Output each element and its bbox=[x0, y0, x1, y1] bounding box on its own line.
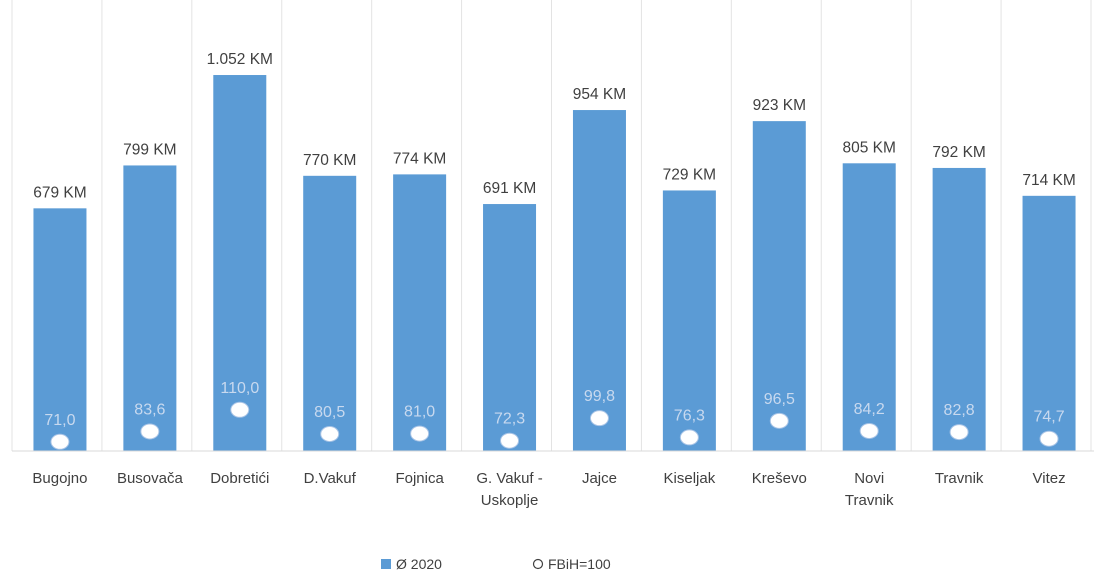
bar-value-label: 679 KM bbox=[33, 184, 86, 201]
bar bbox=[483, 204, 537, 451]
legend-swatch-markers bbox=[532, 558, 544, 570]
bar-value-label: 792 KM bbox=[932, 144, 985, 161]
bar bbox=[842, 163, 896, 452]
index-marker bbox=[769, 412, 789, 429]
bar-value-label: 805 KM bbox=[842, 139, 895, 156]
bar-value-label: 729 KM bbox=[663, 166, 716, 183]
bar bbox=[213, 75, 267, 451]
category-labels: Bugojno Busovača Dobretići D.Vakuf Fojnica G.… bbox=[32, 470, 1065, 509]
category-label: Uskoplje bbox=[481, 492, 539, 509]
index-value-label: 81,0 bbox=[404, 404, 435, 421]
category-label: Fojnica bbox=[395, 470, 444, 487]
bar-value-label: 923 KM bbox=[753, 97, 806, 114]
index-value-label: 76,3 bbox=[674, 407, 705, 424]
index-value-label: 72,3 bbox=[494, 411, 525, 428]
category-label: Dobretići bbox=[210, 470, 269, 487]
category-label: Kiseljak bbox=[664, 470, 716, 487]
legend-label-bars: Ø 2020 bbox=[396, 556, 442, 572]
legend-label-markers: FBiH=100 bbox=[548, 556, 611, 572]
bar bbox=[393, 174, 447, 451]
bar bbox=[932, 167, 986, 451]
legend: Ø 2020 FBiH=100 bbox=[381, 556, 611, 572]
index-marker bbox=[1039, 430, 1059, 447]
category-label: D.Vakuf bbox=[304, 470, 357, 487]
bar bbox=[303, 175, 357, 451]
index-value-label: 74,7 bbox=[1033, 409, 1064, 426]
index-value-label: 83,6 bbox=[134, 401, 165, 418]
bar bbox=[752, 121, 806, 452]
bar-value-label: 799 KM bbox=[123, 141, 176, 158]
index-value-label: 110,0 bbox=[220, 380, 259, 397]
category-label: Novi bbox=[854, 470, 884, 487]
bar bbox=[572, 110, 626, 451]
bar-value-label: 770 KM bbox=[303, 152, 356, 169]
bar-value-label: 1.052 KM bbox=[207, 51, 273, 68]
bar bbox=[33, 208, 87, 451]
bar-value-label: 954 KM bbox=[573, 86, 626, 103]
index-value-label: 82,8 bbox=[944, 402, 975, 419]
index-marker bbox=[949, 424, 969, 441]
category-label: Bugojno bbox=[32, 470, 87, 487]
category-separators bbox=[11, 0, 1092, 451]
value-labels: 679 KM 799 KM 1.052 KM 770 KM 774 KM 691 KM 95… bbox=[33, 51, 1076, 201]
index-value-label: 99,8 bbox=[584, 388, 615, 405]
index-marker bbox=[230, 401, 250, 418]
bar bbox=[662, 190, 716, 452]
index-marker bbox=[140, 423, 160, 440]
index-marker bbox=[410, 425, 430, 442]
index-value-label: 71,0 bbox=[44, 412, 75, 429]
category-label: Kreševo bbox=[752, 470, 807, 487]
category-label: Jajce bbox=[582, 470, 617, 487]
bars-series bbox=[33, 75, 1076, 452]
legend-swatch-bars bbox=[381, 559, 391, 569]
index-labels: 71,0 83,6 110,0 80,5 81,0 72,3 99,8 76,3 96,5 84,… bbox=[44, 380, 1064, 429]
index-marker bbox=[500, 432, 520, 449]
index-marker bbox=[589, 410, 609, 427]
index-value-label: 84,2 bbox=[854, 401, 885, 418]
category-label: Vitez bbox=[1033, 470, 1066, 487]
index-value-label: 80,5 bbox=[314, 404, 345, 421]
bar-value-label: 774 KM bbox=[393, 150, 446, 167]
index-marker bbox=[50, 433, 70, 450]
index-markers bbox=[50, 401, 1059, 450]
bar bbox=[1022, 195, 1076, 451]
bar-value-label: 714 KM bbox=[1022, 172, 1075, 189]
bar-value-label: 691 KM bbox=[483, 180, 536, 197]
category-label: Travnik bbox=[845, 492, 894, 509]
category-label: Busovača bbox=[117, 470, 184, 487]
index-marker bbox=[679, 429, 699, 446]
category-label: Travnik bbox=[935, 470, 984, 487]
index-value-label: 96,5 bbox=[764, 391, 795, 408]
bar bbox=[123, 165, 177, 452]
index-marker bbox=[320, 425, 340, 442]
category-label: G. Vakuf - bbox=[476, 470, 542, 487]
index-marker bbox=[859, 422, 879, 439]
